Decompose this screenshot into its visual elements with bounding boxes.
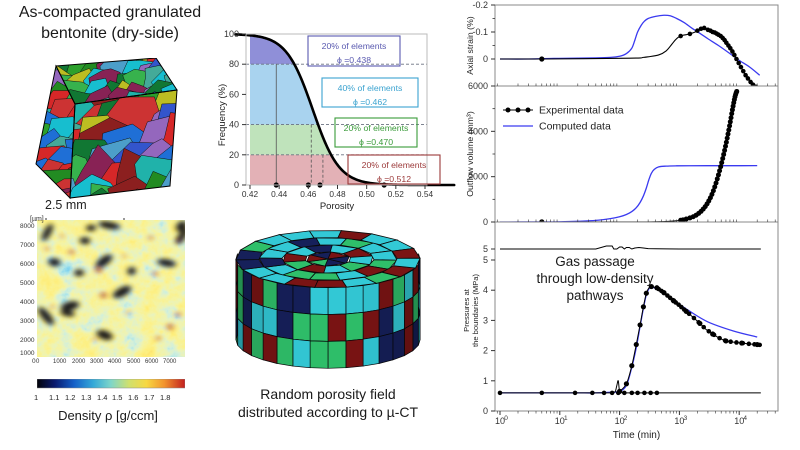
svg-text:0: 0 bbox=[483, 406, 488, 416]
svg-text:Axial strain (%): Axial strain (%) bbox=[465, 16, 475, 75]
svg-text:5: 5 bbox=[483, 244, 488, 254]
svg-text:0: 0 bbox=[483, 54, 488, 64]
svg-text:1: 1 bbox=[483, 376, 488, 386]
svg-text:Outflow volume (mm³): Outflow volume (mm³) bbox=[465, 111, 475, 197]
svg-text:Experimental data: Experimental data bbox=[539, 105, 624, 117]
svg-text:Pressures at: Pressures at bbox=[462, 288, 471, 332]
svg-text:2: 2 bbox=[483, 346, 488, 356]
svg-text:Computed data: Computed data bbox=[539, 121, 611, 133]
svg-text:5: 5 bbox=[483, 255, 488, 265]
svg-text:through low-density: through low-density bbox=[536, 271, 653, 286]
svg-text:3: 3 bbox=[684, 415, 688, 422]
svg-text:0: 0 bbox=[483, 217, 488, 227]
svg-text:6000: 6000 bbox=[468, 81, 488, 91]
svg-text:3: 3 bbox=[483, 315, 488, 325]
svg-text:pathways: pathways bbox=[566, 288, 623, 303]
svg-text:2: 2 bbox=[624, 415, 628, 422]
svg-text:4: 4 bbox=[743, 415, 747, 422]
svg-text:0: 0 bbox=[504, 415, 508, 422]
svg-text:1: 1 bbox=[564, 415, 568, 422]
svg-text:Gas passage: Gas passage bbox=[555, 254, 635, 269]
svg-text:Time (min): Time (min) bbox=[613, 430, 660, 441]
svg-text:-0.2: -0.2 bbox=[472, 0, 488, 10]
svg-text:4: 4 bbox=[483, 285, 488, 295]
svg-text:the boundaries (MPa): the boundaries (MPa) bbox=[471, 274, 480, 347]
